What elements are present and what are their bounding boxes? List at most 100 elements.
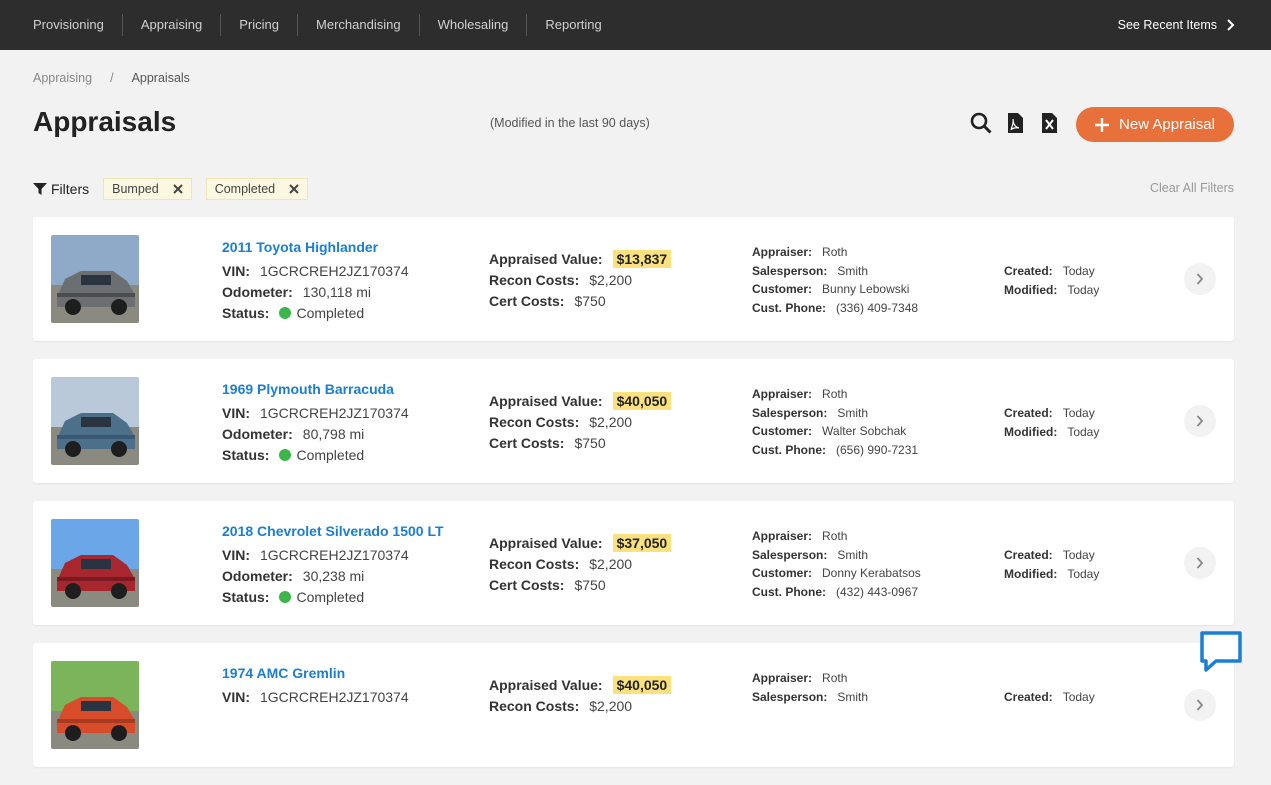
chip-remove[interactable] [172,184,183,194]
date-info: Created: Today [1004,688,1095,707]
open-card[interactable] [1184,263,1216,295]
date-info: Created: Today Modified: Today [1004,546,1099,583]
field-value: Roth [822,529,848,544]
vehicle-photo [51,235,139,323]
people-info: Appraiser: Roth Salesperson: Smith Customer:… [752,385,918,459]
field-row: Appraiser: Roth [752,669,868,688]
filters: Filters Bumped Completed [33,178,309,200]
nav-item[interactable]: Provisioning [33,17,104,32]
field-value: Smith [837,405,869,420]
status-dot [279,590,292,603]
field-value: 1GCRCREH2JZ170374 [260,262,409,279]
breadcrumb-parent[interactable]: Appraising [33,71,93,85]
plus-icon [1095,117,1110,132]
recent-label[interactable]: See Recent Items [1117,18,1217,32]
recent-items[interactable]: See Recent Items [1118,0,1235,50]
status-dot [279,448,292,461]
nav-item[interactable]: Wholesaling [418,14,527,36]
field-label: Odometer: [222,567,293,584]
field-value: 130,118 mi [302,283,372,300]
field-row: Appraiser: Roth [752,527,921,546]
field-value: $37,050 [612,533,672,552]
vehicle-title[interactable]: 1969 Plymouth Barracuda [222,381,394,397]
chevron-icon [1196,699,1204,711]
field-row: Odometer: 80,798 mi [222,423,409,444]
breadcrumb-current: Appraisals [131,71,190,85]
excel-icon[interactable] [1038,112,1060,134]
vehicle-photo [51,377,139,465]
field-value: (336) 409-7348 [836,300,919,315]
open-card[interactable] [1184,405,1216,437]
field-value: Today [1067,282,1100,297]
field-row: Status: Completed [222,302,409,323]
nav-item[interactable]: Appraising [121,14,220,36]
field-value: 80,798 mi [302,425,365,442]
status-dot [279,306,292,319]
toolbar-icons [970,112,1060,134]
field-label: Cust. Phone: [752,442,826,457]
field-label: Salesperson: [752,263,828,278]
nav-item[interactable]: Pricing [220,14,297,36]
nav-item[interactable]: Merchandising [297,14,419,36]
field-label: Customer: [752,282,813,297]
pdf-icon[interactable] [1004,112,1026,134]
field-value: Bunny Lebowski [822,282,910,297]
field-row: Created: Today [1004,404,1099,423]
chat-icon[interactable] [1199,630,1243,674]
field-label: Cert Costs: [489,434,565,451]
value-info: Appraised Value: $13,837 Recon Costs: $2,20… [489,248,672,311]
people-info: Appraiser: Roth Salesperson: Smith [752,669,868,706]
filter-text[interactable]: Filters [51,181,90,197]
field-label: Appraiser: [752,529,813,544]
chevron-icon [1196,273,1204,285]
field-label: Status: [222,304,270,321]
field-label: Cust. Phone: [752,300,826,315]
chevron-icon [1196,557,1204,569]
field-row: Salesperson: Smith [752,688,868,707]
field-row: Salesperson: Smith [752,404,918,423]
field-label: Modified: [1004,566,1058,581]
field-label: Appraiser: [752,387,813,402]
vehicle-title[interactable]: 1974 AMC Gremlin [222,665,346,681]
filter-label[interactable]: Filters [33,181,89,197]
field-value: $750 [574,434,606,451]
clear-filters[interactable]: Clear All Filters [1149,181,1234,195]
field-label: Created: [1004,548,1053,563]
field-row: Cert Costs: $750 [489,432,671,453]
open-card[interactable] [1184,547,1216,579]
nav-item[interactable]: Reporting [526,14,619,36]
field-label: VIN: [222,688,250,705]
field-row: VIN: 1GCRCREH2JZ170374 [222,402,409,423]
field-label: VIN: [222,404,250,421]
field-row: VIN: 1GCRCREH2JZ170374 [222,686,409,707]
page: {"nav": {"items": ["Provisioning", "Appr… [0,0,1271,767]
field-row: Modified: Today [1004,565,1099,584]
field-row: Cust. Phone: (432) 443-0967 [752,583,921,602]
field-label: Odometer: [222,425,293,442]
open-card[interactable] [1184,689,1216,721]
vehicle-title[interactable]: 2018 Chevrolet Silverado 1500 LT [222,523,444,539]
appraisal-card: 1974 AMC Gremlin VIN: 1GCRCREH2JZ170374 App… [33,643,1234,767]
field-row: Odometer: 30,238 mi [222,565,444,586]
button-label[interactable]: New Appraisal [1119,116,1215,133]
search-icon[interactable] [970,112,992,134]
chip-remove[interactable] [289,184,299,194]
field-value: $40,050 [612,391,672,410]
field-row: Customer: Bunny Lebowski [752,280,918,299]
chip-label: Bumped [112,182,159,196]
field-value: $40,050 [612,675,672,694]
field-value: 1GCRCREH2JZ170374 [260,688,409,705]
field-label: Odometer: [222,283,293,300]
field-value: $2,200 [589,413,633,430]
field-row: Customer: Walter Sobchak [752,422,918,441]
field-label: Salesperson: [752,689,828,704]
filter-chip: Completed [205,178,309,200]
new-appraisal-button[interactable]: New Appraisal [1076,107,1234,142]
status: Completed [279,305,364,321]
vehicle-title[interactable]: 2011 Toyota Highlander [222,239,379,255]
vehicle-info: 2018 Chevrolet Silverado 1500 LT VIN: 1GCR… [222,523,444,607]
field-value: (432) 443-0967 [836,584,919,599]
field-row: Modified: Today [1004,281,1099,300]
field-label: Appraised Value: [489,392,603,409]
appraisal-card: 2018 Chevrolet Silverado 1500 LT VIN: 1GCR… [33,501,1234,625]
